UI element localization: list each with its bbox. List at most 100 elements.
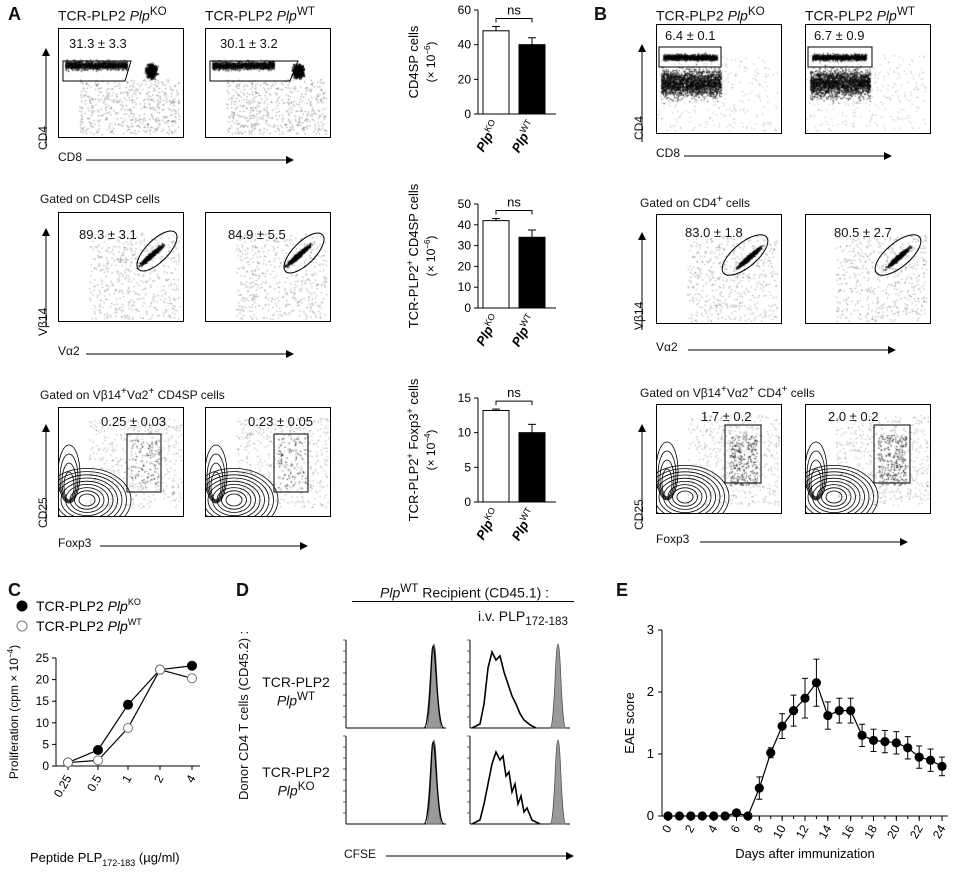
c-point-wt	[123, 722, 133, 733]
panel-b-label: B	[594, 4, 607, 24]
d-control-peak	[425, 739, 443, 825]
e-point	[914, 752, 924, 762]
b-row3-plot2: 2.0 ± 0.2	[805, 404, 931, 514]
e-point	[823, 710, 833, 721]
c-xlabel: Peptide PLP172-183 (µg/ml)	[30, 850, 180, 868]
e-x-tick-label: 16	[838, 822, 857, 841]
b-row2-plot1: 83.0 ± 1.8	[656, 214, 782, 324]
bar-ylabel-unit: (× 10−6)	[423, 42, 438, 83]
d-recipient-sup: WT	[400, 582, 419, 595]
contour-ring	[59, 468, 132, 516]
c-point-wt	[63, 757, 73, 768]
d-donor-label: Donor CD4 T cells (CD45.2) :	[236, 630, 251, 800]
b-row1-col2-title: TCR-PLP2 PlpWT	[805, 5, 915, 24]
e-point	[834, 706, 844, 716]
b-row3-ylabel: CD25	[632, 499, 646, 530]
b-row1-ylabel: CD4	[632, 115, 646, 140]
e-point	[880, 737, 890, 747]
d-row2-label: TCR-PLP2 PlpKO	[256, 764, 336, 799]
contour-ring	[806, 471, 870, 513]
bar-category-label: PlpWT	[508, 505, 539, 543]
d-control-peak	[549, 739, 567, 825]
e-point	[731, 808, 742, 818]
d-undivided-peak	[423, 741, 445, 825]
e-x-tick-label: 24	[930, 822, 949, 841]
e-point	[777, 721, 787, 731]
e-y-tick-label: 2	[647, 684, 654, 699]
b-row1-plot2-gate	[807, 46, 873, 68]
d-row2-geno: Plp	[277, 782, 298, 799]
a-row3-xlabel: Foxp3	[58, 536, 92, 550]
contour-ring	[806, 465, 879, 513]
contour-ring	[806, 474, 865, 513]
a-title1-main: TCR-PLP2	[58, 7, 126, 24]
bar-y-tick-label: 50	[458, 197, 472, 211]
b-row1-x-arrow	[684, 152, 892, 160]
bar-ylabel-unit: (× 10−4)	[423, 430, 438, 471]
a-row1-plot2-gate	[209, 60, 299, 82]
a-title1-geno: Plp	[129, 7, 150, 24]
d-xlabel: CFSE	[344, 847, 377, 861]
b-row1-plot1: 6.4 ± 0.1	[656, 24, 782, 134]
a-row2-x-arrow	[86, 350, 294, 358]
a-row1-col1-title: TCR-PLP2 PlpKO	[58, 5, 167, 24]
contour-ring	[661, 468, 673, 498]
d-header-rule	[352, 601, 574, 602]
c-x-tick-label: 0.25	[51, 772, 75, 800]
b-row1-plot2-dots	[806, 25, 930, 133]
e-point	[743, 811, 753, 821]
c-point-wt	[187, 673, 197, 684]
d-recipient-text: Recipient (CD45.1) :	[418, 584, 550, 601]
c-series-wt-line	[67, 668, 193, 764]
d-iv-label: i.v. PLP172-183	[478, 608, 568, 628]
bar-plp-ko	[482, 220, 510, 309]
d-proliferation-histogram	[471, 749, 541, 825]
e-x-tick-label: 2	[682, 822, 698, 835]
e-x-tick-label: 14	[816, 822, 835, 841]
a-row1-col2-title: TCR-PLP2 PlpWT	[205, 5, 315, 24]
significance-label: ns	[507, 385, 521, 400]
bar-plp-wt	[518, 432, 546, 503]
contour-ring	[825, 490, 843, 504]
e-point	[709, 811, 719, 821]
e-x-tick-label: 4	[705, 822, 721, 835]
e-xlabel: Days after immunization	[735, 846, 874, 861]
e-point	[697, 811, 707, 821]
c-legend-label: TCR-PLP2 PlpWT	[36, 617, 142, 634]
bar-y-tick-label: 0	[464, 301, 471, 315]
c-point-ko	[93, 745, 103, 756]
e-point	[903, 743, 913, 753]
e-y-tick-label: 3	[647, 622, 654, 637]
contour-ring	[658, 477, 712, 513]
e-point	[857, 730, 867, 740]
bar-y-tick-label: 30	[458, 239, 472, 253]
a-row2-plot1-gate	[136, 230, 178, 272]
a-row2-plot1-dots	[59, 213, 183, 321]
d-row1-sup: WT	[297, 690, 316, 703]
a-row3-val1: 0.25 ± 0.03	[101, 414, 166, 429]
c-ylabel: Proliferation (cpm × 10−4)	[6, 645, 21, 779]
b-row1-plot2: 6.7 ± 0.9	[805, 24, 931, 134]
a-row3-ylabel: CD25	[36, 497, 50, 528]
contour-ring	[206, 453, 226, 503]
contour-ring	[59, 471, 127, 516]
e-point	[754, 783, 764, 793]
significance-bracket	[495, 210, 533, 215]
d-row1-geno: Plp	[276, 692, 298, 709]
a-row2-xlabel: Vα2	[58, 344, 80, 358]
a-row3-plot2-contour	[206, 444, 279, 516]
b-row2-y-arrow	[638, 232, 646, 330]
c-y-tick-label: 20	[36, 673, 50, 687]
bar-y-tick-label: 40	[458, 38, 472, 52]
c-x-tick-label: 1	[119, 772, 135, 785]
contour-ring	[821, 487, 847, 507]
a-row1-val2: 30.1 ± 3.2	[220, 36, 278, 51]
contour-ring	[810, 468, 822, 498]
a-row2-val1: 89.3 ± 3.1	[79, 227, 137, 242]
d-recipient-geno: Plp	[380, 584, 401, 601]
b-row2-plot1-gate	[721, 234, 769, 276]
bar-category-label: PlpKO	[472, 118, 502, 155]
c-y-tick-label: 5	[42, 737, 49, 751]
e-point	[868, 735, 879, 745]
bar-ylabel-unit: (× 10−6)	[423, 236, 438, 277]
